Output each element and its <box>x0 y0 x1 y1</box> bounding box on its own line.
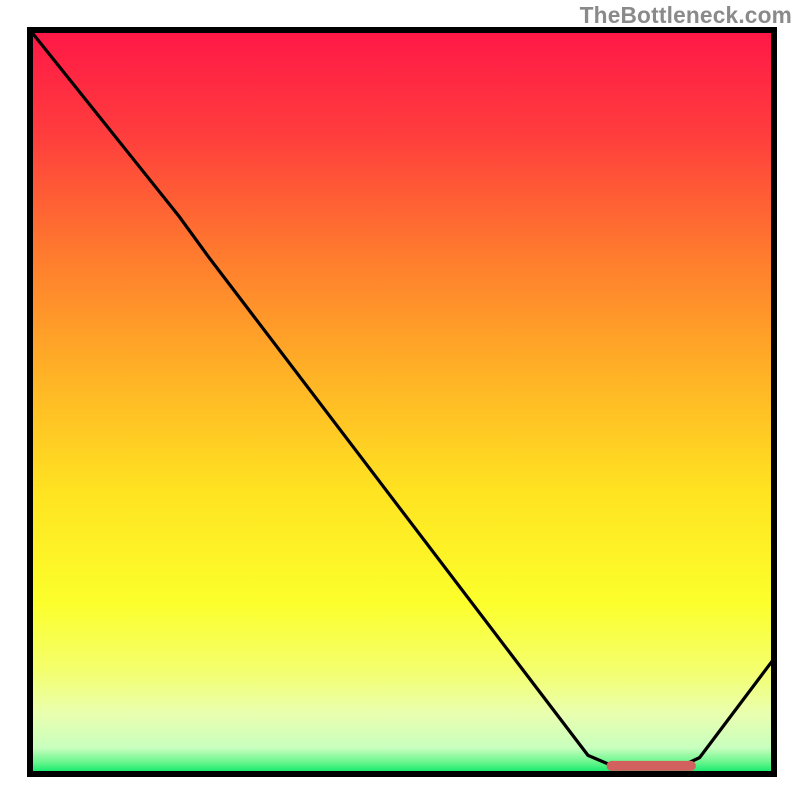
bottleneck-chart <box>0 0 800 800</box>
chart-container: TheBottleneck.com <box>0 0 800 800</box>
attribution-label: TheBottleneck.com <box>580 2 792 29</box>
plot-background <box>30 30 774 774</box>
optimal-range-marker <box>607 761 696 771</box>
